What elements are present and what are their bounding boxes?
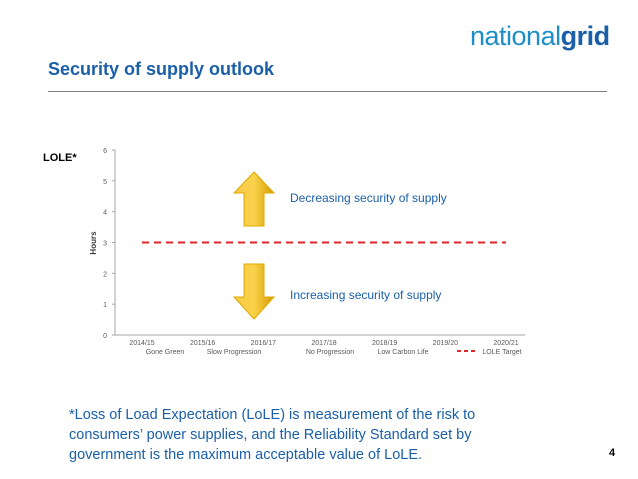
up-arrow-icon	[232, 171, 276, 227]
x-tick-label: 2016/17	[251, 340, 276, 347]
y-tick-label: 2	[103, 271, 107, 278]
logo-text-light: national	[470, 21, 561, 51]
title-divider	[48, 91, 607, 92]
x-tick-label: 2020/21	[493, 340, 518, 347]
annotation-increasing: Increasing security of supply	[290, 288, 441, 302]
logo-text-bold: grid	[560, 21, 611, 51]
legend-entry: Gone Green	[146, 349, 185, 356]
legend-entry: Slow Progression	[207, 349, 262, 356]
slide-title: Security of supply outlook	[48, 59, 275, 79]
legend-entry: No Progression	[306, 349, 354, 356]
page-number: 4	[609, 447, 616, 459]
chart-legend: Gone Green Slow Progression No Progression…	[146, 349, 522, 356]
x-tick-label: 2018/19	[372, 340, 397, 347]
legend-entry: Low Carbon Life	[378, 349, 429, 356]
y-tick-label: 3	[103, 241, 107, 248]
down-arrow-icon	[232, 263, 276, 320]
lole-label: LOLE*	[43, 152, 77, 164]
footnote: *Loss of Load Expectation (LoLE) is meas…	[69, 407, 476, 463]
y-tick-label: 4	[103, 210, 107, 217]
y-axis-title: Hours	[89, 231, 98, 255]
x-tick-label: 2017/18	[311, 340, 336, 347]
y-tick-label: 0	[103, 333, 107, 340]
y-tick-label: 5	[103, 179, 107, 186]
annotation-decreasing: Decreasing security of supply	[290, 191, 447, 205]
y-tick-label: 1	[103, 302, 107, 309]
national-grid-logo: nationalgrid	[470, 21, 610, 52]
legend-entry: LOLE Target	[482, 349, 521, 356]
x-tick-label: 2015/16	[190, 340, 215, 347]
x-tick-label: 2019/20	[433, 340, 458, 347]
x-tick-label: 2014/15	[129, 340, 154, 347]
y-tick-label: 6	[103, 148, 107, 155]
